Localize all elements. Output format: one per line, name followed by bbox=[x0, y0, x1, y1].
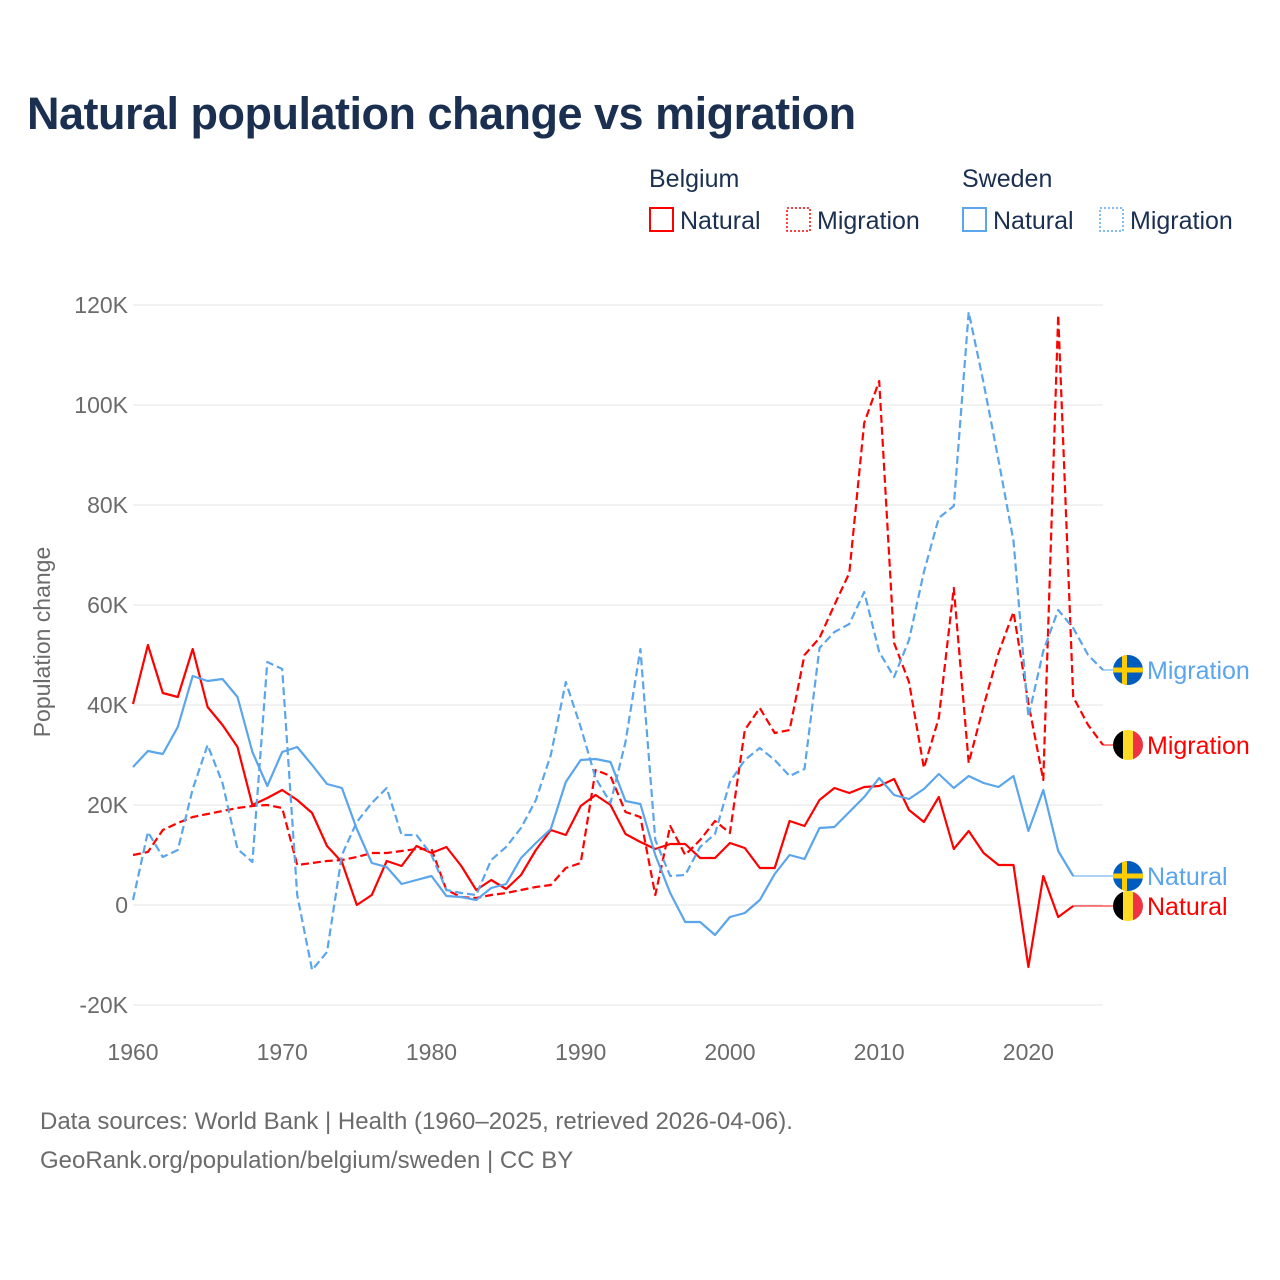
x-tick-label: 1980 bbox=[406, 1039, 457, 1065]
legend-group-belgium: Belgium bbox=[649, 165, 739, 193]
series-line-se-natural bbox=[132, 674, 1075, 937]
flag-cross-h bbox=[1113, 667, 1143, 673]
flag-stripe-red bbox=[1133, 730, 1143, 760]
end-label-text: Natural bbox=[1147, 863, 1228, 891]
footer-link[interactable]: GeoRank.org/population/belgium/sweden | … bbox=[40, 1147, 574, 1174]
x-tick-label: 2000 bbox=[704, 1039, 755, 1065]
flag-stripe-red bbox=[1133, 891, 1143, 921]
y-tick-label: 100K bbox=[74, 392, 128, 418]
grid-lines bbox=[133, 304, 1103, 1006]
x-tick-label: 2020 bbox=[1003, 1039, 1054, 1065]
end-label-text: Migration bbox=[1147, 732, 1250, 760]
y-tick-label: 20K bbox=[87, 792, 129, 818]
series-line-se-migration bbox=[131, 310, 1104, 972]
y-tick-label: -20K bbox=[79, 992, 128, 1018]
flag-fill bbox=[1113, 730, 1143, 760]
flag-fill bbox=[1113, 655, 1143, 685]
y-tick-label: 80K bbox=[87, 492, 129, 518]
legend-swatch-solid bbox=[649, 207, 674, 232]
y-axis-ticks: -20K 0 20K 40K 60K 80K 100K 120K bbox=[74, 292, 128, 1018]
end-label-se-natural: Natural bbox=[1073, 861, 1228, 891]
legend-item-migration: Migration bbox=[1130, 207, 1233, 235]
sweden-flag-icon bbox=[1113, 655, 1143, 685]
footer-sources: Data sources: World Bank | Health (1960–… bbox=[40, 1108, 793, 1135]
x-axis-ticks: 1960 1970 1980 1990 2000 2010 2020 bbox=[107, 1039, 1054, 1065]
series-group bbox=[131, 310, 1104, 972]
end-label-text: Natural bbox=[1147, 893, 1228, 921]
y-tick-label: 0 bbox=[115, 892, 128, 918]
end-label-text: Migration bbox=[1147, 657, 1250, 685]
legend-swatch-dashed bbox=[1099, 207, 1124, 232]
x-tick-label: 1970 bbox=[257, 1039, 308, 1065]
y-axis-label: Population change bbox=[29, 547, 55, 738]
legend-swatch-solid bbox=[962, 207, 987, 232]
legend-swatch-dashed bbox=[786, 207, 811, 232]
chart-title: Natural population change vs migration bbox=[27, 88, 856, 139]
legend: Belgium Natural Migration Sweden Natural Migr… bbox=[649, 165, 1233, 235]
x-tick-label: 1960 bbox=[107, 1039, 158, 1065]
flag-stripe-black bbox=[1113, 730, 1123, 760]
legend-item-natural: Natural bbox=[680, 207, 761, 235]
end-label-be-migration: Migration bbox=[1103, 730, 1250, 760]
y-tick-label: 40K bbox=[87, 692, 129, 718]
flag-fill bbox=[1113, 891, 1143, 921]
flag-stripe-yellow bbox=[1123, 891, 1133, 921]
y-tick-label: 120K bbox=[74, 292, 128, 318]
end-label-be-natural: Natural bbox=[1073, 891, 1228, 921]
legend-item-migration: Migration bbox=[817, 207, 920, 235]
flag-stripe-yellow bbox=[1123, 730, 1133, 760]
end-label-se-migration: Migration bbox=[1103, 655, 1250, 685]
flag-cross-v bbox=[1122, 861, 1127, 891]
flag-fill bbox=[1113, 861, 1143, 891]
belgium-flag-icon bbox=[1113, 891, 1143, 921]
flag-stripe-black bbox=[1113, 891, 1123, 921]
y-tick-label: 60K bbox=[87, 592, 129, 618]
series-line-be-migration bbox=[132, 313, 1104, 900]
flag-cross-h bbox=[1113, 873, 1143, 879]
x-tick-label: 1990 bbox=[555, 1039, 606, 1065]
sweden-flag-icon bbox=[1113, 861, 1143, 891]
belgium-flag-icon bbox=[1113, 730, 1143, 760]
x-tick-label: 2010 bbox=[854, 1039, 905, 1065]
legend-group-sweden: Sweden bbox=[962, 165, 1052, 193]
legend-item-natural: Natural bbox=[993, 207, 1074, 235]
flag-cross-v bbox=[1122, 655, 1127, 685]
